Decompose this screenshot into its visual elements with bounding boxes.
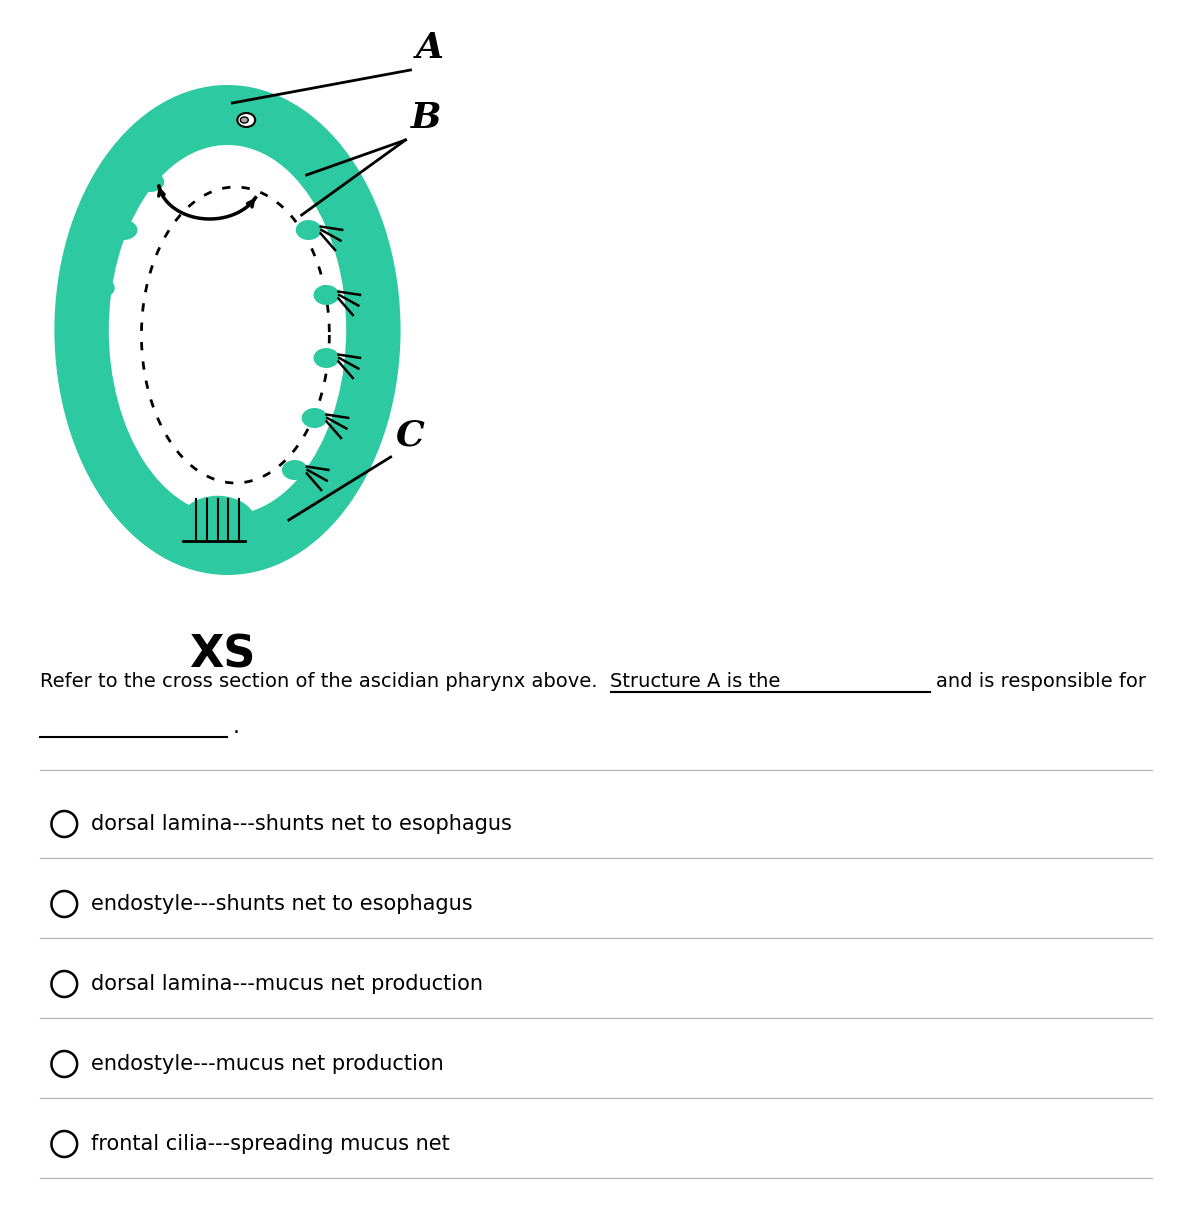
Text: dorsal lamina---mucus net production: dorsal lamina---mucus net production: [91, 974, 482, 993]
Text: B: B: [410, 100, 440, 135]
Circle shape: [52, 1051, 77, 1077]
Circle shape: [52, 891, 77, 918]
Text: endostyle---mucus net production: endostyle---mucus net production: [91, 1054, 444, 1074]
Text: frontal cilia---spreading mucus net: frontal cilia---spreading mucus net: [91, 1134, 450, 1154]
Text: Refer to the cross section of the ascidian pharynx above.  Structure A is the: Refer to the cross section of the ascidi…: [40, 673, 780, 691]
Ellipse shape: [109, 220, 138, 240]
Ellipse shape: [54, 85, 401, 575]
Ellipse shape: [100, 461, 127, 480]
Ellipse shape: [238, 113, 256, 127]
Text: and is responsible for: and is responsible for: [936, 673, 1146, 691]
Ellipse shape: [178, 496, 257, 554]
Ellipse shape: [85, 402, 113, 421]
Text: dorsal lamina---shunts net to esophagus: dorsal lamina---shunts net to esophagus: [91, 813, 512, 834]
Circle shape: [52, 811, 77, 837]
Text: C: C: [396, 418, 425, 452]
Ellipse shape: [170, 517, 205, 548]
Ellipse shape: [137, 172, 164, 192]
Circle shape: [52, 1131, 77, 1156]
Ellipse shape: [228, 519, 256, 544]
Ellipse shape: [88, 278, 115, 298]
Ellipse shape: [295, 220, 322, 240]
Ellipse shape: [276, 503, 301, 523]
Text: XS: XS: [190, 633, 256, 676]
Ellipse shape: [282, 461, 307, 480]
Text: .: .: [233, 717, 240, 737]
Ellipse shape: [313, 348, 340, 368]
Ellipse shape: [301, 408, 328, 428]
Ellipse shape: [132, 505, 161, 526]
Ellipse shape: [240, 118, 248, 123]
FancyBboxPatch shape: [197, 91, 239, 138]
Ellipse shape: [313, 285, 340, 305]
Ellipse shape: [80, 341, 108, 360]
Ellipse shape: [109, 145, 346, 514]
Text: A: A: [415, 31, 443, 65]
Text: endostyle---shunts net to esophagus: endostyle---shunts net to esophagus: [91, 894, 473, 914]
Circle shape: [52, 971, 77, 997]
